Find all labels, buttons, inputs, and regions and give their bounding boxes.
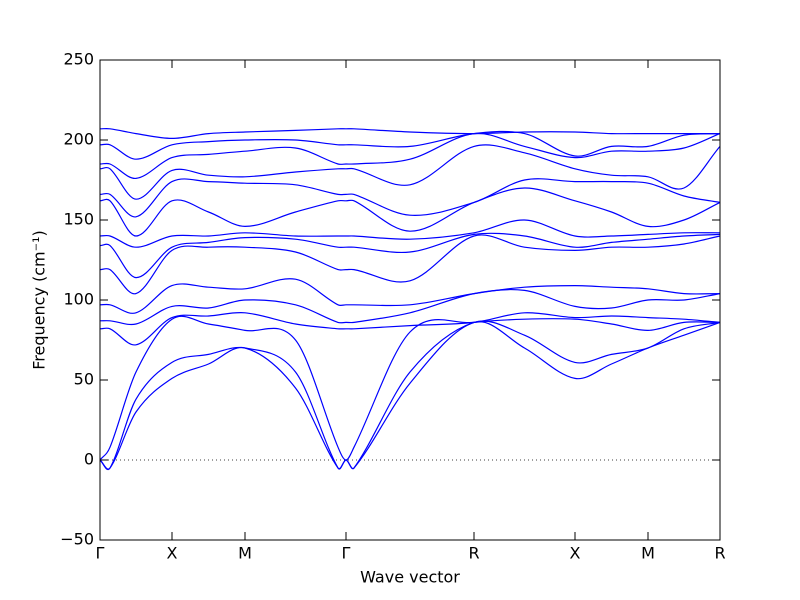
x-tick-label: X xyxy=(167,544,178,563)
x-axis-label: Wave vector xyxy=(360,568,460,587)
y-tick-label: 100 xyxy=(63,290,94,309)
band-line xyxy=(99,278,721,314)
band-line xyxy=(99,130,721,160)
band-line xyxy=(99,234,721,295)
x-tick-label: M xyxy=(641,544,655,563)
band-line xyxy=(99,315,721,461)
x-tick-label: M xyxy=(238,544,252,563)
x-tick-label: Γ xyxy=(96,544,105,563)
band-line xyxy=(99,288,721,326)
y-tick-label: 50 xyxy=(74,370,94,389)
x-tick-label: X xyxy=(570,544,581,563)
y-tick-label: 0 xyxy=(84,450,94,469)
x-tick-label: R xyxy=(714,544,725,563)
y-tick-label: −50 xyxy=(60,530,94,549)
band-line xyxy=(99,320,721,471)
band-line xyxy=(99,178,721,218)
y-axis-label: Frequency (cm⁻¹) xyxy=(30,230,49,369)
band-line xyxy=(99,128,720,140)
y-tick-label: 200 xyxy=(63,130,94,149)
band-line xyxy=(99,144,721,200)
x-tick-label: Γ xyxy=(342,544,351,563)
y-tick-label: 250 xyxy=(63,50,94,69)
band-line xyxy=(99,232,721,279)
band-line xyxy=(99,219,721,248)
band-line xyxy=(99,311,721,346)
band-line xyxy=(99,187,721,237)
band-line xyxy=(99,132,721,180)
y-tick-label: 150 xyxy=(63,210,94,229)
x-tick-label: R xyxy=(468,544,479,563)
